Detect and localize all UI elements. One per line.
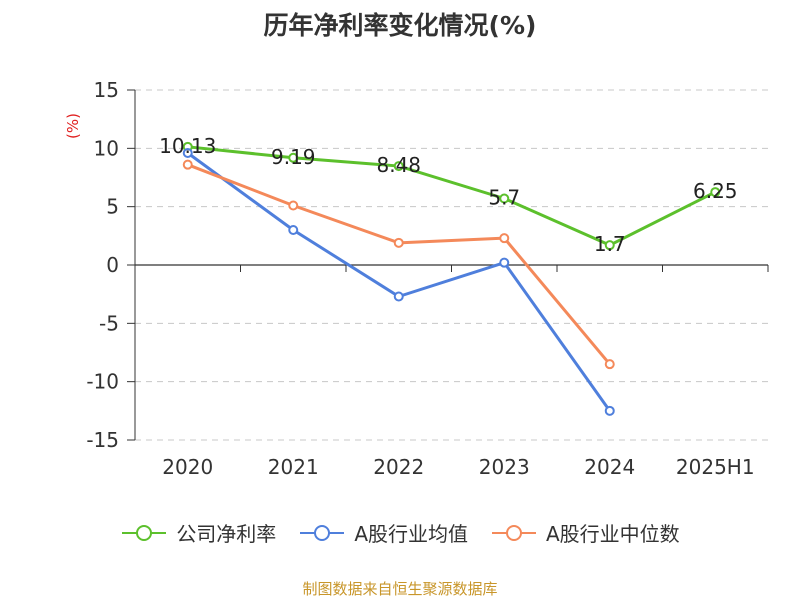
legend-item[interactable]: 公司净利率 [120, 518, 276, 547]
data-point [710, 187, 721, 198]
y-tick-label: 5 [106, 195, 119, 219]
x-tick-label: 2024 [584, 455, 635, 479]
legend-item[interactable]: A股行业均值 [298, 518, 468, 547]
legend-swatch-marker [314, 524, 331, 541]
y-axis-title: (%) [64, 113, 82, 139]
series-lines [182, 141, 721, 416]
series-line [186, 151, 611, 412]
data-label: 8.48 [376, 153, 421, 177]
legend-label: A股行业均值 [354, 522, 468, 546]
data-point [499, 193, 510, 204]
legend: 公司净利率 A股行业均值 A股行业中位数 [0, 518, 800, 547]
data-label: 9.19 [271, 145, 316, 169]
data-label: 6.25 [693, 179, 738, 203]
data-point [604, 405, 615, 416]
data-point [604, 359, 615, 370]
y-tick-label: -5 [99, 311, 119, 335]
data-labels: 10.13 9.19 8.48 5.7 1.7 6.25 [159, 134, 737, 256]
x-tick-label: 2022 [373, 455, 424, 479]
y-tick-label: 10 [94, 136, 119, 160]
legend-item[interactable]: A股行业中位数 [490, 518, 680, 547]
data-point [499, 233, 510, 244]
y-tick-label: 15 [94, 78, 119, 102]
y-tick-label: 0 [106, 253, 119, 277]
y-tick-label: -15 [86, 428, 119, 452]
data-point [393, 237, 404, 248]
x-tick-label: 2020 [162, 455, 213, 479]
legend-label: A股行业中位数 [546, 522, 680, 546]
data-label: 5.7 [488, 186, 520, 210]
data-point [499, 257, 510, 268]
x-tick-label: 2025H1 [676, 455, 755, 479]
legend-swatch-marker [136, 524, 153, 541]
data-point [182, 148, 193, 158]
data-point [288, 225, 299, 235]
axes: 15 10 5 0 -5 -10 -15 2020 2021 2022 2023 2024 2025H1… [64, 78, 769, 479]
legend-swatch-icon [122, 524, 167, 541]
legend-label: 公司净利率 [176, 522, 277, 546]
chart-title: 历年净利率变化情况(%) [263, 11, 537, 40]
y-tick-label: -10 [86, 370, 119, 394]
legend-swatch-marker [506, 524, 522, 541]
source-note: 制图数据来自恒生聚源数据库 [302, 580, 498, 598]
data-point [288, 200, 299, 211]
legend-swatch-icon [492, 524, 536, 541]
data-label: 10.13 [159, 134, 216, 158]
data-point [182, 159, 193, 170]
series-line [187, 145, 716, 247]
data-point [393, 291, 404, 302]
data-point [604, 240, 615, 251]
x-tick-label: 2021 [268, 455, 319, 479]
data-point [393, 161, 404, 172]
legend-swatch-icon [300, 524, 345, 541]
x-tick-label: 2023 [479, 455, 530, 479]
data-label: 1.7 [594, 232, 626, 256]
data-point [288, 152, 299, 163]
